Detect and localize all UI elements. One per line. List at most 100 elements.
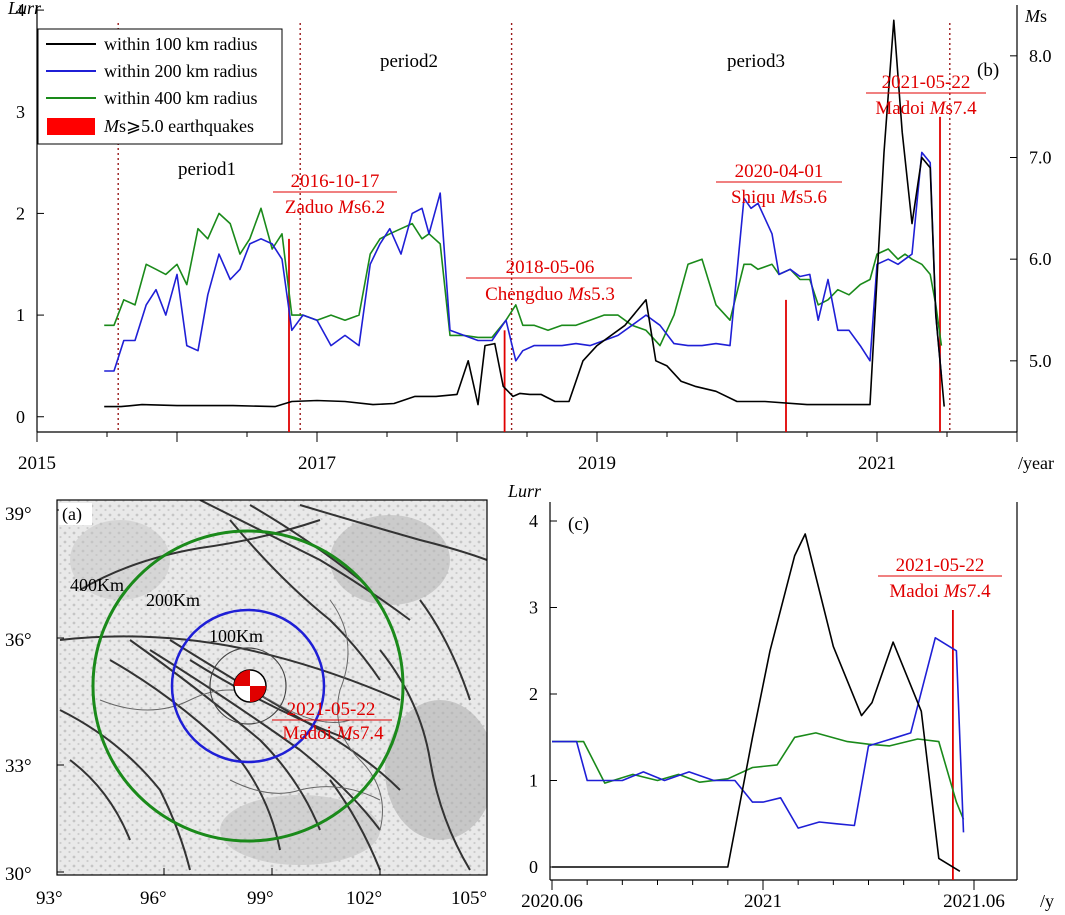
annotation-chengduo-name: Chengduo Ms5.3 [485, 284, 615, 305]
fault-line [299, 504, 487, 561]
province-border [229, 779, 381, 801]
zoom-annotation-name: Madoi Ms7.4 [889, 581, 991, 602]
radius-circle-100km [209, 647, 287, 725]
top-y2label: Ms [1024, 6, 1047, 26]
top-ylabel: Lurr [7, 0, 42, 18]
y-tick-label: 3 [529, 598, 538, 618]
x-tick-label: 2019 [578, 453, 616, 474]
map-eq-name: Madoi Ms7.4 [282, 723, 384, 744]
y2-tick-label: 8.0 [1029, 46, 1052, 66]
annotation-chengduo: 2018-05-06 Chengduo Ms5.3 [466, 257, 632, 305]
legend: within 100 km radius within 200 km radiu… [37, 28, 283, 145]
annotation-zaduo-date: 2016-10-17 [291, 171, 380, 192]
top-right-ticks: 5.0 6.0 7.0 8.0 [1010, 46, 1052, 371]
fault-line [379, 649, 471, 871]
fault-line [419, 599, 471, 701]
fault-line [69, 759, 131, 841]
annotation-zaduo-name: Zaduo Ms6.2 [285, 197, 385, 218]
fault-line [329, 779, 381, 871]
map-xlabel-93: 93° [36, 888, 63, 909]
fault-line [59, 635, 401, 701]
fault-line [199, 500, 411, 621]
zoom-y-ticks: 0 1 2 3 4 [529, 511, 557, 877]
fault-line [249, 504, 361, 581]
beachball-quadrant [234, 670, 250, 686]
map-label-bg [59, 503, 92, 525]
map-xlabel-96: 96° [140, 888, 167, 909]
x-tick-label: 2017 [298, 453, 336, 474]
focal-mechanism-icon [233, 669, 267, 703]
map-eq-date: 2021-05-22 [287, 699, 376, 720]
fault-line [79, 519, 321, 591]
radius-label-100km: 100Km [209, 626, 263, 646]
legend-label-eq: Ms⩾5.0 earthquakes [103, 116, 254, 136]
series-within-100-km-radius [104, 19, 945, 408]
map-xlabel-105: 105° [451, 888, 487, 909]
period-boundaries [117, 23, 951, 432]
x-tick-label: 2021.06 [943, 891, 1005, 912]
annotation-shiqu-date: 2020-04-01 [735, 161, 824, 182]
map-ylabel-36: 36° [5, 630, 32, 651]
zoom-series [552, 533, 965, 872]
map-ticks [56, 509, 488, 875]
y-tick-label: 2 [16, 203, 25, 223]
radius-label-200km: 200Km [146, 590, 200, 610]
fault-lines [59, 500, 487, 871]
zoom-x-ticks: 2020.06 2021 2021.06 [521, 880, 1005, 912]
y-tick-label: 0 [16, 407, 25, 427]
fault-line [189, 659, 351, 741]
top-xunit: /year [1018, 453, 1054, 473]
seismicity-cluster [220, 795, 380, 865]
annotation-zaduo: 2016-10-17 Zaduo Ms6.2 [273, 171, 397, 218]
period2-label: period2 [380, 51, 438, 72]
panel-label-c: (c) [568, 514, 589, 535]
top-series [104, 19, 945, 408]
map-panel: (a) 400Km 200Km 100Km 2021-05-22 Madoi M… [5, 499, 488, 909]
y-tick-label: 0 [529, 857, 538, 877]
radius-label-400km: 400Km [70, 575, 124, 595]
map-xlabel-102: 102° [346, 888, 382, 909]
legend-label-400km: within 400 km radius [104, 88, 258, 108]
seismicity-cluster [330, 515, 450, 605]
y-tick-label: 3 [16, 102, 25, 122]
map-ylabel-33: 33° [5, 756, 32, 777]
y2-tick-label: 7.0 [1029, 148, 1052, 168]
y2-tick-label: 6.0 [1029, 249, 1052, 269]
top-x-ticks: 2015 2017 2019 2021 [18, 432, 1018, 474]
seismicity-dots [57, 500, 487, 875]
fault-line [109, 659, 281, 851]
y2-tick-label: 5.0 [1029, 351, 1052, 371]
series-within-400-km-radius [552, 732, 965, 820]
zoom-ylabel: Lurr [507, 481, 542, 501]
period1-label: period1 [178, 159, 236, 180]
zoom-panel: 0 1 2 3 4 2020.06 2021 2021.06 Lurr (c) /y 202… [507, 481, 1054, 912]
seismicity-cluster [385, 700, 487, 840]
annotation-madoi-top-date: 2021-05-22 [882, 72, 971, 93]
top-left-ticks: 0 1 2 3 4 [16, 0, 44, 427]
panel-label-b: (b) [977, 60, 999, 81]
fault-line [169, 639, 401, 791]
annotation-madoi-top-name: Madoi Ms7.4 [875, 98, 977, 119]
y-tick-label: 2 [529, 684, 538, 704]
province-border [329, 599, 383, 831]
top-panel: 0 1 2 3 4 5.0 6.0 7.0 8.0 2015 2017 2019 2021 Lurr… [7, 0, 1054, 474]
annotation-madoi-top: 2021-05-22 Madoi Ms7.4 [866, 72, 986, 119]
fault-line [129, 639, 321, 831]
fault-line [229, 519, 381, 681]
x-tick-label: 2021 [858, 453, 896, 474]
annotation-shiqu: 2020-04-01 Shiqu Ms5.6 [716, 161, 842, 208]
radius-circle-400km [91, 529, 405, 843]
fault-line [59, 709, 191, 871]
map-ylabel-30: 30° [5, 864, 32, 885]
legend-label-200km: within 200 km radius [104, 61, 258, 81]
annotation-shiqu-name: Shiqu Ms5.6 [731, 187, 827, 208]
map-ylabel-39: 39° [5, 504, 32, 525]
legend-label-100km: within 100 km radius [104, 34, 258, 54]
series-within-200-km-radius [552, 636, 965, 833]
legend-swatch-eq [47, 118, 95, 135]
x-tick-label: 2015 [18, 453, 56, 474]
zoom-annotation-date: 2021-05-22 [896, 555, 985, 576]
panel-label-a: (a) [62, 504, 82, 525]
map-xlabel-99: 99° [247, 888, 274, 909]
